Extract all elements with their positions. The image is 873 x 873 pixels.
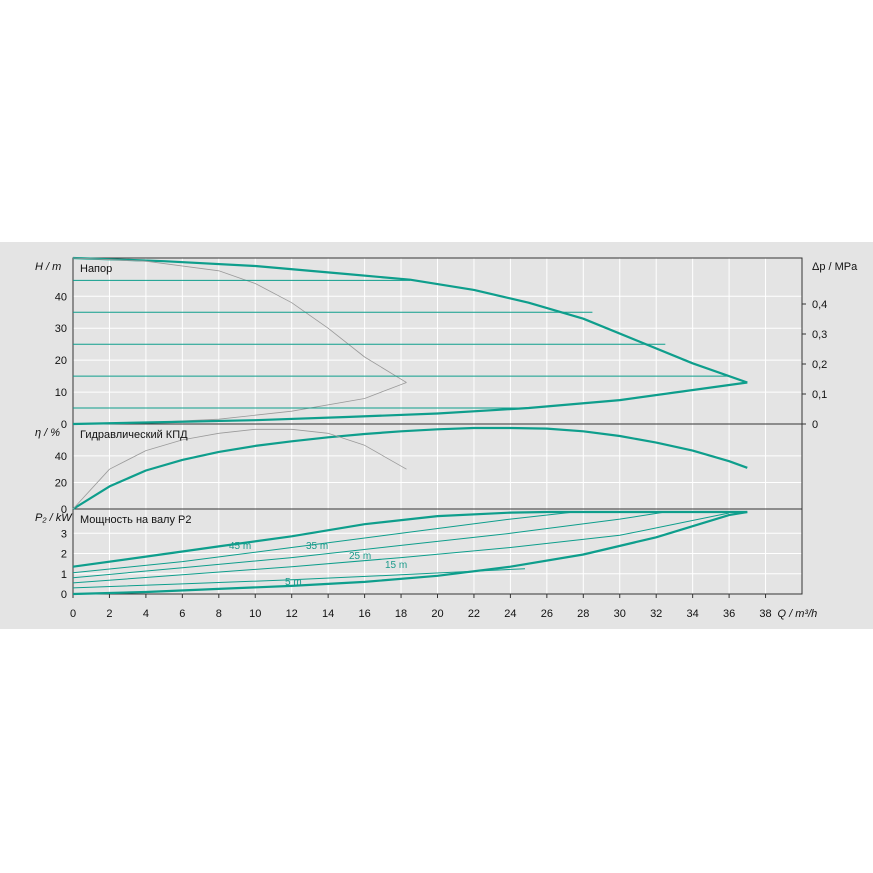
frame-layer [72,257,806,598]
series-head-1 [72,257,407,383]
y-tick-head-2: 20 [55,355,67,367]
series-efficiency-0 [72,426,748,510]
power-curve-label-4: 5 m [285,577,302,588]
series-power-4 [72,512,730,584]
right-tick-label-1: 0,1 [812,389,827,401]
pump-curve-chart: 0 10 20 30 40 H / m Напор Δp / MPa 0 0,1 0,2 0,3 0,4… [0,242,873,629]
y-tick-head-4: 40 [55,291,67,303]
x-tick-label-14: 28 [577,608,589,620]
x-tick-label-0: 0 [70,608,76,620]
y-tick-efficiency-2: 40 [55,451,67,463]
y-tick-head-0: 0 [61,419,67,431]
x-tick-label-16: 32 [650,608,662,620]
series-head-0 [72,256,748,384]
y-label-efficiency: η / % [35,427,60,439]
x-tick-label-3: 6 [179,608,185,620]
y-tick-power-2: 2 [61,549,67,561]
y-tick-head-1: 10 [55,387,67,399]
y-tick-power-3: 3 [61,528,67,540]
power-curve-label-2: 25 m [349,551,371,562]
x-tick-label-1: 2 [106,608,112,620]
x-tick-label-4: 8 [216,608,222,620]
x-tick-label-17: 34 [687,608,699,620]
series-layer [72,256,748,596]
right-tick-label-0: 0 [812,419,818,431]
power-curve-label-0: 45 m [229,541,251,552]
grid-layer [73,258,802,595]
x-tick-label-10: 20 [431,608,443,620]
x-tick-label-8: 16 [358,608,370,620]
panel-title-efficiency: Гидравлический КПД [80,429,188,441]
series-power-2 [72,511,575,574]
x-tick-label-12: 24 [504,608,516,620]
x-tick-label-18: 36 [723,608,735,620]
x-tick-label-5: 10 [249,608,261,620]
power-curve-label-3: 15 m [385,560,407,571]
series-power-5 [72,568,526,589]
x-tick-label-11: 22 [468,608,480,620]
x-tick-label-6: 12 [286,608,298,620]
series-power-0 [72,510,748,568]
panel-title-power: Мощность на валу P2 [80,514,192,526]
power-curve-label-1: 35 m [306,541,328,552]
x-axis-label: Q / m³/h [778,608,818,620]
x-tick-label-2: 4 [143,608,149,620]
x-tick-label-19: 38 [759,608,771,620]
x-tick-label-13: 26 [541,608,553,620]
right-tick-label-3: 0,3 [812,329,827,341]
y-label-head: H / m [35,261,61,273]
y-tick-power-1: 1 [61,569,67,581]
x-tick-label-7: 14 [322,608,334,620]
right-tick-label-2: 0,2 [812,359,827,371]
y-label-power: P₂ / kW [35,512,73,524]
series-efficiency-1 [72,428,407,510]
panel-title-head: Напор [80,263,112,275]
y-tick-efficiency-1: 20 [55,477,67,489]
right-axis-label: Δp / MPa [812,261,858,273]
x-tick-label-9: 18 [395,608,407,620]
series-power-3 [72,511,666,579]
series-power-1 [72,510,748,596]
right-tick-label-4: 0,4 [812,299,827,311]
y-tick-power-0: 0 [61,589,67,601]
y-tick-head-3: 30 [55,323,67,335]
y-tick-efficiency-0: 0 [61,504,67,516]
x-tick-label-15: 30 [614,608,626,620]
series-head-3 [72,381,748,426]
